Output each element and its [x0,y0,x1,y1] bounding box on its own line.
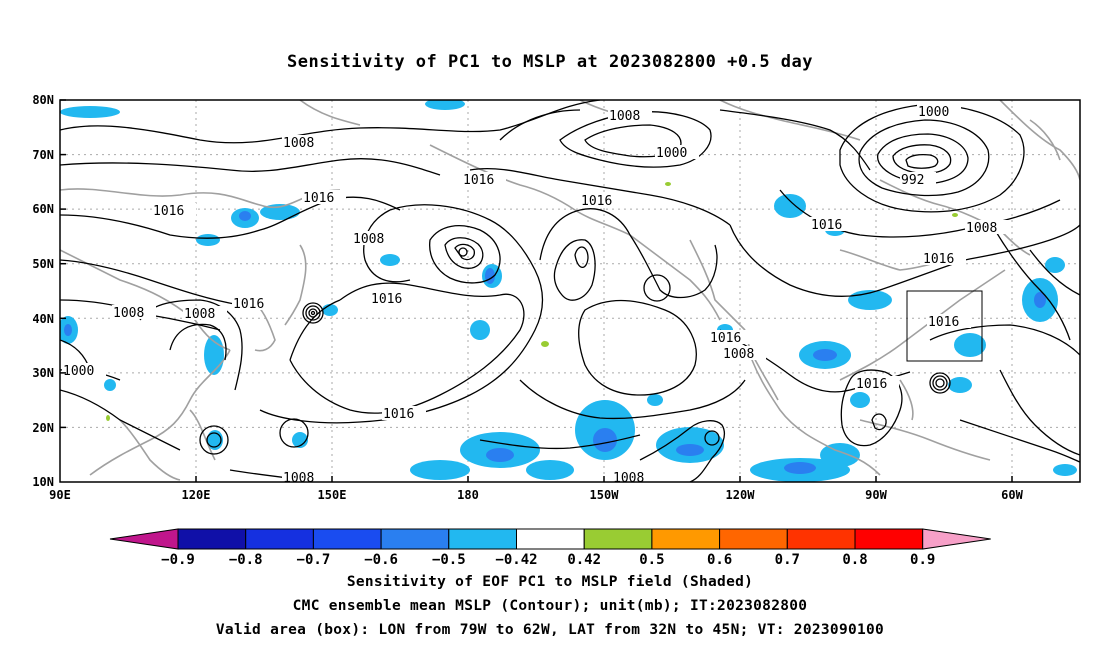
lon-label-120w: 120W [726,488,756,502]
colorbar-label: −0.5 [432,552,466,568]
caption-line-2: CMC ensemble mean MSLP (Contour); unit(m… [292,598,808,614]
contour-label: 1016 [928,315,959,330]
contour-label: 1016 [923,252,954,267]
contour-label: 1016 [371,292,402,307]
colorbar-label: −0.7 [297,552,331,568]
lat-label-80n: 80N [32,93,54,107]
colorbar-label: 0.6 [707,552,732,568]
contour-label: 1016 [463,173,494,188]
contour-label: 992 [901,173,924,188]
contour-label: 1016 [856,377,887,392]
lon-label-150w: 150W [590,488,620,502]
sensitivity-shading [60,100,1077,482]
colorbar-swatch [448,528,517,550]
contour-label: 1008 [353,232,384,247]
colorbar-label: −0.8 [229,552,263,568]
colorbar-swatch [245,528,314,550]
coastlines [60,100,1080,481]
contour-label: 1016 [153,204,184,219]
caption-line-3: Valid area (box): LON from 79W to 62W, L… [215,622,885,638]
caption-line-1: Sensitivity of EOF PC1 to MSLP field (Sh… [346,574,754,590]
lat-label-40n: 40N [32,312,54,326]
colorbar-swatch [516,528,585,550]
lon-label-90e: 90E [49,488,71,502]
colorbar-swatch [109,528,179,550]
colorbar-label: −0.42 [495,552,537,568]
colorbar-swatch [177,528,247,550]
lon-label-90w: 90W [865,488,887,502]
colorbar-swatch [651,528,721,550]
map-title: Sensitivity of PC1 to MSLP at 2023082800… [286,52,813,72]
lat-label-20n: 20N [32,421,54,435]
colorbar-label: 0.5 [639,552,664,568]
lon-label-150e: 150E [318,488,347,502]
contour-label: 1016 [811,218,842,233]
contour-label: 1000 [63,364,94,379]
colorbar-label: −0.6 [364,552,398,568]
contour-label: 1016 [233,297,264,312]
colorbar: −0.9 −0.8 −0.7 −0.6 −0.5 −0.42 0.42 0.5 0.6 0.7 0.… [109,528,991,568]
contour-label: 1016 [303,191,334,206]
contour-label: 1016 [710,331,741,346]
contour-label: 1008 [283,471,314,486]
contour-label: 1008 [966,221,997,236]
contour-label: 1008 [113,306,144,321]
colorbar-swatch [786,528,856,550]
valid-area-box [906,290,983,362]
colorbar-swatch [312,528,382,550]
contour-label: 1008 [723,347,754,362]
contour-label: 1008 [184,307,215,322]
colorbar-swatch [719,528,788,550]
contour-label: 1000 [918,105,949,120]
colorbar-swatch [583,528,653,550]
colorbar-label: 0.8 [842,552,867,568]
lat-label-50n: 50N [32,257,54,271]
contour-label: 1016 [581,194,612,209]
colorbar-label: 0.7 [775,552,800,568]
colorbar-label: −0.9 [161,552,195,568]
colorbar-swatch [922,528,991,550]
contour-label: 1000 [656,146,687,161]
colorbar-label: 0.42 [567,552,601,568]
lat-label-30n: 30N [32,366,54,380]
sensitivity-map: 1008 1016 1016 1008 1016 1016 1008 1008 … [32,93,1081,502]
colorbar-label: 0.9 [910,552,935,568]
contour-label: 1008 [609,109,640,124]
lon-label-120e: 120E [182,488,211,502]
lat-label-10n: 10N [32,475,54,489]
contour-labels: 1008 1016 1016 1008 1016 1016 1008 1008 … [62,104,1009,486]
contour-label: 1008 [283,136,314,151]
colorbar-swatches [109,528,991,550]
map-grid [60,100,1080,482]
lat-label-70n: 70N [32,148,54,162]
colorbar-labels: −0.9 −0.8 −0.7 −0.6 −0.5 −0.42 0.42 0.5 0.6 0.7 0.… [161,552,935,568]
map-border [59,99,1081,483]
colorbar-swatch [380,528,450,550]
lon-label-180: 180 [457,488,479,502]
colorbar-swatch [854,528,924,550]
contour-label: 1008 [613,471,644,486]
contour-label: 1016 [383,407,414,422]
lat-label-60n: 60N [32,202,54,216]
lon-label-60w: 60W [1001,488,1023,502]
